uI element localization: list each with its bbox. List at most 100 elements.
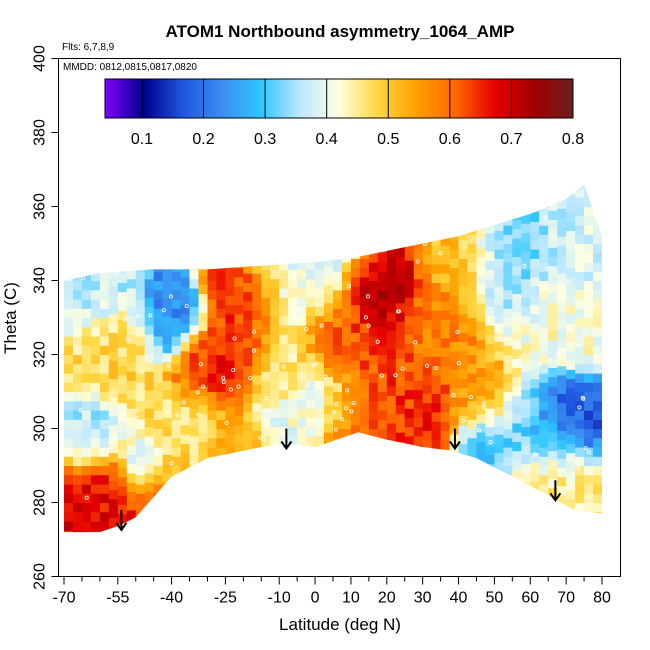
heatmap-cell xyxy=(539,363,549,374)
heatmap-cell xyxy=(207,428,218,439)
heatmap-cell xyxy=(584,234,594,245)
heatmap-cell xyxy=(377,428,388,439)
heatmap-cell xyxy=(117,421,128,431)
heatmap-cell xyxy=(135,502,146,513)
heatmap-cell xyxy=(342,391,352,402)
heatmap-cell xyxy=(144,380,155,391)
heatmap-cell xyxy=(306,371,316,381)
heatmap-cell xyxy=(126,445,137,455)
heatmap-cell xyxy=(243,421,253,431)
heatmap-cell xyxy=(521,324,531,335)
heatmap-cell xyxy=(350,304,361,315)
heatmap-cell xyxy=(333,437,343,448)
heatmap-cell xyxy=(530,397,540,407)
heatmap-cell xyxy=(189,408,200,418)
heatmap-cell xyxy=(279,380,289,391)
heatmap-cell xyxy=(368,243,379,254)
heatmap-cell xyxy=(566,443,576,454)
heatmap-cell xyxy=(252,300,262,311)
heatmap-cell xyxy=(404,278,415,289)
sample-point xyxy=(198,362,203,367)
heatmap-cell xyxy=(521,426,531,437)
heatmap-cell xyxy=(521,371,531,381)
heatmap-cell xyxy=(449,304,460,315)
heatmap-cell xyxy=(324,349,334,359)
sample-point xyxy=(344,388,349,393)
heatmap-cell xyxy=(108,387,119,398)
heatmap-cell xyxy=(207,252,218,263)
heatmap-cell xyxy=(530,489,540,500)
heatmap-cell xyxy=(557,495,567,505)
x-tick-label: 30 xyxy=(414,590,432,607)
heatmap-cell xyxy=(207,400,218,411)
heatmap-cell xyxy=(243,319,253,330)
heatmap-cell xyxy=(342,243,352,254)
heatmap-cell xyxy=(198,376,209,387)
heatmap-cell xyxy=(359,378,370,389)
heatmap-cell xyxy=(243,300,253,311)
sample-point xyxy=(323,374,328,379)
tropopause-arrow-head xyxy=(449,440,461,451)
heatmap-cell xyxy=(467,419,478,430)
sample-point xyxy=(190,461,195,466)
heatmap-cell xyxy=(449,286,460,296)
colorbar-tick-label: 0.1 xyxy=(131,131,153,148)
sample-point xyxy=(468,394,473,399)
heatmap-cell xyxy=(261,352,271,363)
heatmap-cell xyxy=(413,297,424,307)
heatmap-cell xyxy=(135,373,146,383)
heatmap-cell xyxy=(575,289,585,300)
heatmap-cell xyxy=(225,341,235,352)
heatmap-cell xyxy=(81,410,92,420)
heatmap-cell xyxy=(81,289,92,300)
heatmap-cell xyxy=(503,410,513,420)
heatmap-cell xyxy=(99,326,110,337)
heatmap-cell xyxy=(485,454,495,465)
heatmap-cell xyxy=(64,400,74,411)
heatmap-cell xyxy=(333,289,343,300)
heatmap-cell xyxy=(476,432,487,442)
heatmap-cell xyxy=(521,250,531,261)
heatmap-cell xyxy=(512,312,522,322)
heatmap-cell xyxy=(485,343,495,354)
heatmap-cell xyxy=(539,484,549,494)
heatmap-cell xyxy=(126,297,137,307)
sample-point xyxy=(308,428,313,433)
heatmap-cell xyxy=(386,422,397,433)
heatmap-cell xyxy=(530,415,540,426)
sample-point xyxy=(351,400,356,405)
heatmap-cell xyxy=(73,484,83,494)
heatmap-cell xyxy=(189,463,200,474)
heatmap-cell xyxy=(503,308,513,319)
heatmap-cell xyxy=(449,360,460,370)
heatmap-cell xyxy=(557,263,567,274)
heatmap-cell xyxy=(288,417,298,428)
heatmap-cell xyxy=(368,280,379,291)
heatmap-cell xyxy=(108,489,119,500)
heatmap-cell xyxy=(252,337,262,348)
tropopause-arrow-head xyxy=(115,522,128,532)
heatmap-cell xyxy=(279,269,289,280)
heatmap-cell xyxy=(297,398,307,409)
heatmap-cell xyxy=(108,295,119,306)
heatmap-cell xyxy=(288,324,298,335)
plot-frame xyxy=(58,58,621,577)
heatmap-cell xyxy=(494,323,504,333)
heatmap-cell xyxy=(333,308,343,319)
heatmap-cell xyxy=(252,439,262,450)
heatmap-cell xyxy=(368,391,379,402)
heatmap-cell xyxy=(252,347,262,357)
heatmap-cell xyxy=(503,437,513,448)
sample-point xyxy=(365,294,370,299)
heatmap-cell xyxy=(117,365,128,376)
heatmap-cell xyxy=(288,334,298,344)
heatmap-cell xyxy=(593,299,602,309)
heatmap-cell xyxy=(359,286,370,296)
heatmap-cell xyxy=(171,419,182,430)
heatmap-cell xyxy=(440,421,451,431)
heatmap-cell xyxy=(512,265,522,276)
heatmap-cell xyxy=(539,206,549,217)
heatmap-cell xyxy=(90,400,101,411)
heatmap-cell xyxy=(171,437,182,448)
heatmap-cell xyxy=(342,400,352,411)
